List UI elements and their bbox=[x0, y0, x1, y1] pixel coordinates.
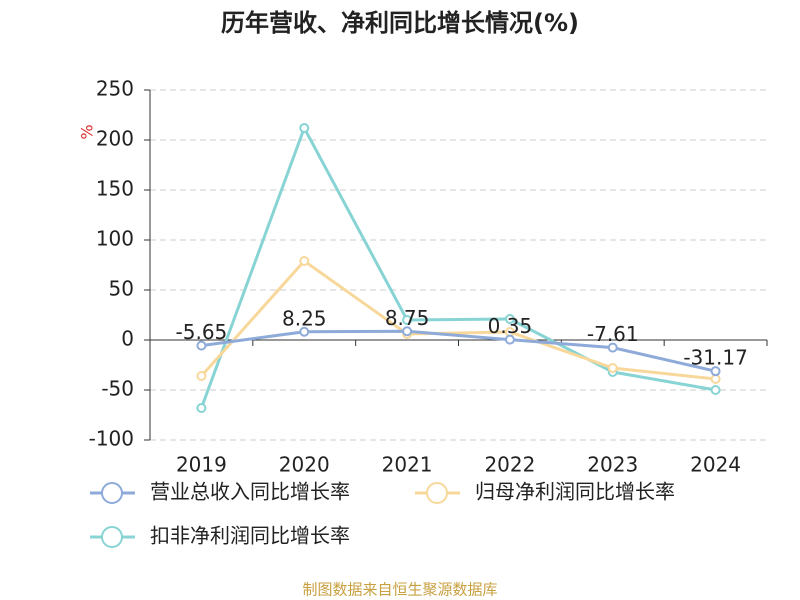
series-line bbox=[200, 124, 716, 409]
y-tick-label: 50 bbox=[109, 277, 134, 301]
legend-label: 营业总收入同比增长率 bbox=[150, 480, 350, 504]
source-note: 制图数据来自恒生聚源数据库 bbox=[302, 581, 497, 599]
data-point bbox=[607, 342, 618, 353]
data-label: 0.35 bbox=[488, 314, 533, 338]
y-tick-label: 0 bbox=[121, 327, 134, 351]
data-point bbox=[710, 366, 721, 377]
data-label: -5.65 bbox=[176, 320, 228, 344]
series-line bbox=[201, 329, 716, 373]
data-point bbox=[196, 371, 207, 381]
x-tick-label: 2023 bbox=[587, 453, 638, 477]
data-point bbox=[710, 385, 721, 395]
legend-marker bbox=[426, 482, 448, 504]
y-tick-label: 100 bbox=[96, 227, 134, 251]
y-tick-label: 150 bbox=[96, 177, 134, 201]
data-label: 8.75 bbox=[385, 306, 430, 330]
data-point bbox=[402, 315, 413, 325]
data-point bbox=[504, 334, 515, 345]
data-point bbox=[607, 363, 618, 373]
series-line bbox=[200, 259, 716, 381]
x-tick-label: 2024 bbox=[690, 453, 741, 477]
x-tick-label: 2019 bbox=[176, 453, 227, 477]
y-tick-label: -100 bbox=[89, 427, 134, 451]
data-point bbox=[710, 374, 721, 384]
data-point bbox=[299, 256, 310, 266]
y-tick-label: -50 bbox=[101, 377, 134, 401]
data-point bbox=[299, 326, 310, 337]
y-axis-label: % bbox=[78, 124, 97, 139]
data-point bbox=[402, 326, 413, 337]
x-tick-label: 2020 bbox=[279, 453, 330, 477]
y-tick-label: 200 bbox=[96, 127, 134, 151]
x-tick-label: 2022 bbox=[484, 453, 535, 477]
legend-marker bbox=[101, 482, 123, 504]
legend-marker bbox=[101, 526, 123, 548]
y-tick-label: 250 bbox=[96, 77, 134, 101]
legend-label: 归母净利润同比增长率 bbox=[475, 480, 675, 504]
data-point bbox=[196, 403, 207, 413]
x-tick-label: 2021 bbox=[382, 453, 433, 477]
data-label: 8.25 bbox=[282, 306, 327, 330]
data-point bbox=[196, 340, 207, 351]
data-point bbox=[299, 123, 310, 133]
data-label: -7.61 bbox=[587, 322, 639, 346]
legend-label: 扣非净利润同比增长率 bbox=[150, 524, 350, 548]
data-label: -31.17 bbox=[683, 346, 747, 370]
chart-title: 历年营收、净利同比增长情况(%) bbox=[221, 9, 579, 37]
data-point bbox=[504, 314, 515, 324]
